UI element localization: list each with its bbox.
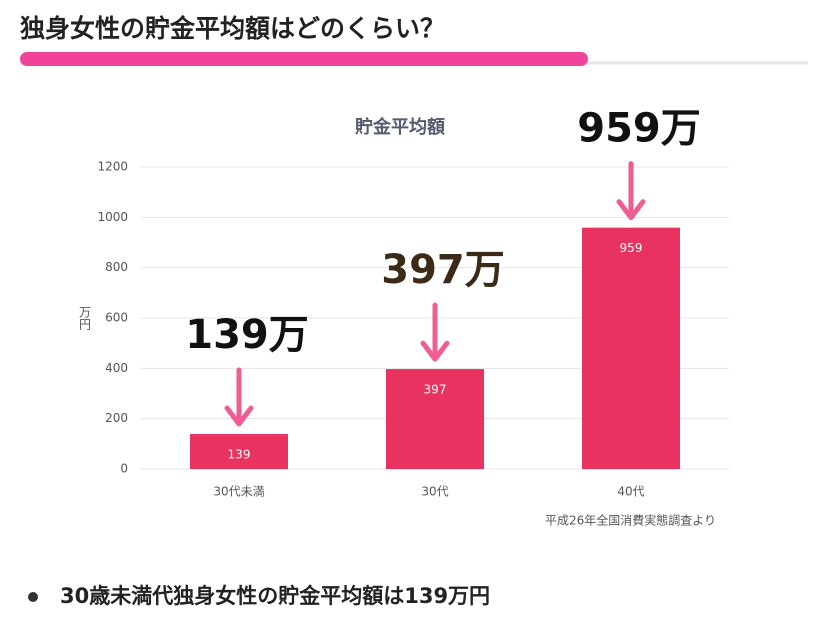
- y-tick-label: 1200: [97, 160, 128, 174]
- title-underline: [20, 52, 588, 66]
- x-tick-label: 30代未満: [213, 485, 264, 499]
- x-tick-label: 30代: [421, 485, 448, 499]
- arrow-head: [420, 340, 450, 362]
- arrow-head: [616, 199, 646, 221]
- source-note: 平成26年全国消費実態調査より: [545, 513, 716, 528]
- value-label: 139: [228, 448, 251, 462]
- y-axis-label: 万円: [78, 306, 92, 330]
- y-tick-label: 200: [105, 411, 128, 425]
- y-tick-label: 600: [105, 311, 128, 325]
- bar: [582, 227, 680, 469]
- annotation: 959万: [577, 106, 701, 152]
- y-tick-label: 0: [120, 462, 128, 476]
- bullet-dot: [28, 592, 38, 602]
- chart-title: 貯金平均額: [355, 116, 445, 138]
- bar: [386, 369, 484, 469]
- value-label: 397: [424, 383, 447, 397]
- y-tick-label: 400: [105, 361, 128, 375]
- annotation: 397万: [381, 247, 505, 293]
- bullet-text: 30歳未満代独身女性の貯金平均額は139万円: [60, 584, 490, 608]
- y-tick-label: 800: [105, 260, 128, 274]
- arrow-head: [224, 405, 254, 427]
- bar: [190, 434, 288, 469]
- page-title: 独身女性の貯金平均額はどのくらい？: [20, 14, 445, 43]
- y-tick-label: 1000: [97, 210, 128, 224]
- x-tick-label: 40代: [617, 485, 644, 499]
- annotation: 139万: [185, 312, 309, 358]
- value-label: 959: [620, 241, 643, 255]
